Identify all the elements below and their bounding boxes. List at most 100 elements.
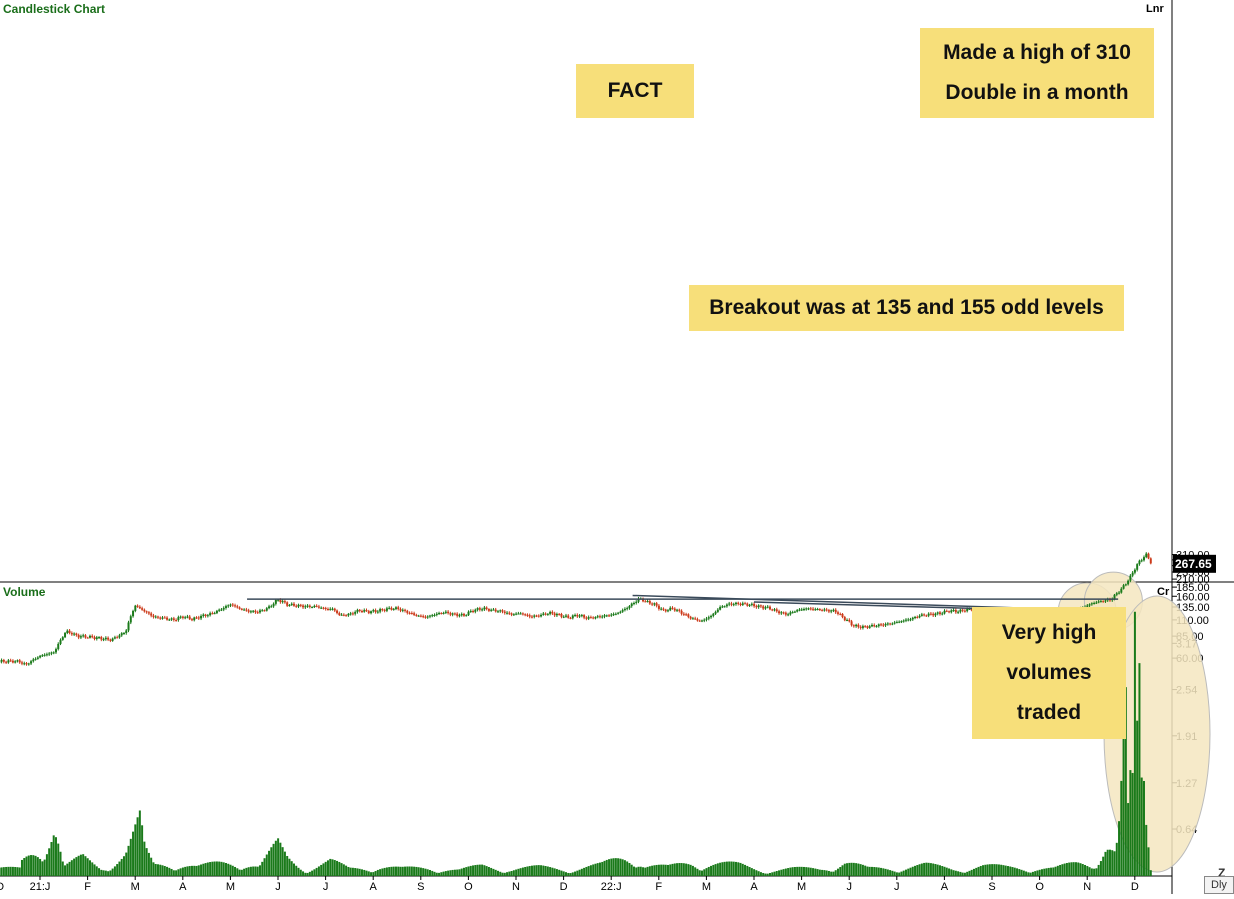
volume-bar [125, 853, 127, 876]
candle-body [1120, 589, 1122, 593]
volume-bar [325, 862, 327, 876]
volume-bar [1136, 721, 1138, 876]
candle-body [1143, 557, 1145, 560]
candle-body [21, 662, 23, 663]
volume-bar [461, 869, 463, 876]
candle-body [164, 618, 166, 619]
candle-body [420, 616, 422, 617]
candle-body [851, 621, 853, 625]
volume-bar [216, 861, 218, 876]
candle-body [701, 620, 703, 621]
volume-bar [1138, 663, 1140, 876]
candle-body [966, 609, 968, 611]
volume-bar [243, 869, 245, 876]
candle-body [98, 637, 100, 638]
candle-body [1136, 564, 1138, 570]
candle-body [12, 661, 14, 663]
volume-bar [674, 863, 676, 876]
volume-bar [141, 825, 143, 876]
volume-bar [28, 856, 30, 876]
volume-bar [615, 858, 617, 876]
candle-body [658, 606, 660, 609]
annotation-volume-line3: traded [1017, 693, 1081, 733]
volume-bar [449, 870, 451, 876]
candle-body [885, 624, 887, 625]
candle-body [132, 611, 134, 616]
x-tick-label: J [894, 881, 900, 893]
candle-body [46, 654, 48, 655]
volume-bar [121, 859, 123, 876]
candle-body [1129, 576, 1131, 581]
candle-body [184, 617, 186, 618]
candle-body [123, 633, 125, 634]
candle-body [483, 608, 485, 610]
volume-bar [953, 870, 955, 876]
candle-body [26, 663, 28, 664]
volume-bar [327, 860, 329, 876]
candle-body [597, 616, 599, 617]
candle-body [264, 610, 266, 611]
volume-bar [619, 859, 621, 876]
x-tick-label: J [846, 881, 852, 893]
volume-bar [465, 867, 467, 876]
candle-body [735, 603, 737, 604]
volume-bar [1100, 861, 1102, 876]
candle-body [356, 610, 358, 612]
candle-body [227, 605, 229, 606]
volume-bar [1120, 781, 1122, 876]
volume-bar [1089, 867, 1091, 876]
volume-bar [794, 867, 796, 876]
volume-bar [692, 866, 694, 876]
timeframe-button[interactable]: Dly [1204, 876, 1234, 894]
candle-body [343, 615, 345, 616]
volume-bar [570, 873, 572, 876]
volume-bar [198, 865, 200, 876]
volume-bar [560, 871, 562, 876]
volume-bar [769, 873, 771, 876]
volume-bar [817, 869, 819, 876]
volume-bar [427, 869, 429, 876]
candle-body [585, 618, 587, 619]
volume-bar [832, 872, 834, 876]
volume-bar [39, 859, 41, 876]
candle-body [959, 610, 961, 612]
volume-bar [864, 866, 866, 876]
volume-bar [762, 873, 764, 876]
candle-body [536, 616, 538, 617]
candle-body [116, 637, 118, 638]
candle-body [196, 617, 198, 618]
candle-body [1091, 603, 1093, 604]
candle-body [386, 608, 388, 610]
volume-bar [241, 870, 243, 876]
candle-body [882, 625, 884, 626]
candle-body [887, 623, 889, 624]
candle-body [69, 631, 71, 633]
volume-bar [524, 867, 526, 876]
volume-bar [300, 870, 302, 876]
candle-body [499, 610, 501, 611]
candle-body [526, 615, 528, 616]
candle-body [329, 609, 331, 610]
candle-body [134, 606, 136, 611]
candle-body [91, 636, 93, 637]
price-scale-type[interactable]: Lnr [1146, 3, 1164, 15]
volume-bar [477, 865, 479, 876]
volume-bar [390, 867, 392, 876]
volume-bar [626, 861, 628, 876]
candle-body [128, 622, 130, 630]
volume-bar [919, 864, 921, 876]
volume-bar [676, 863, 678, 876]
x-tick-label: O [1035, 881, 1044, 893]
candle-body [554, 613, 556, 615]
volume-bar [545, 866, 547, 876]
candle-body [488, 609, 490, 611]
candle-body [1138, 561, 1140, 564]
volume-bar [715, 864, 717, 876]
volume-bar [384, 868, 386, 876]
volume-bar [57, 844, 59, 876]
candle-body [250, 611, 252, 612]
candle-body [463, 614, 465, 616]
volume-bar [16, 867, 18, 876]
volume-bar [719, 863, 721, 876]
candle-body [542, 614, 544, 615]
